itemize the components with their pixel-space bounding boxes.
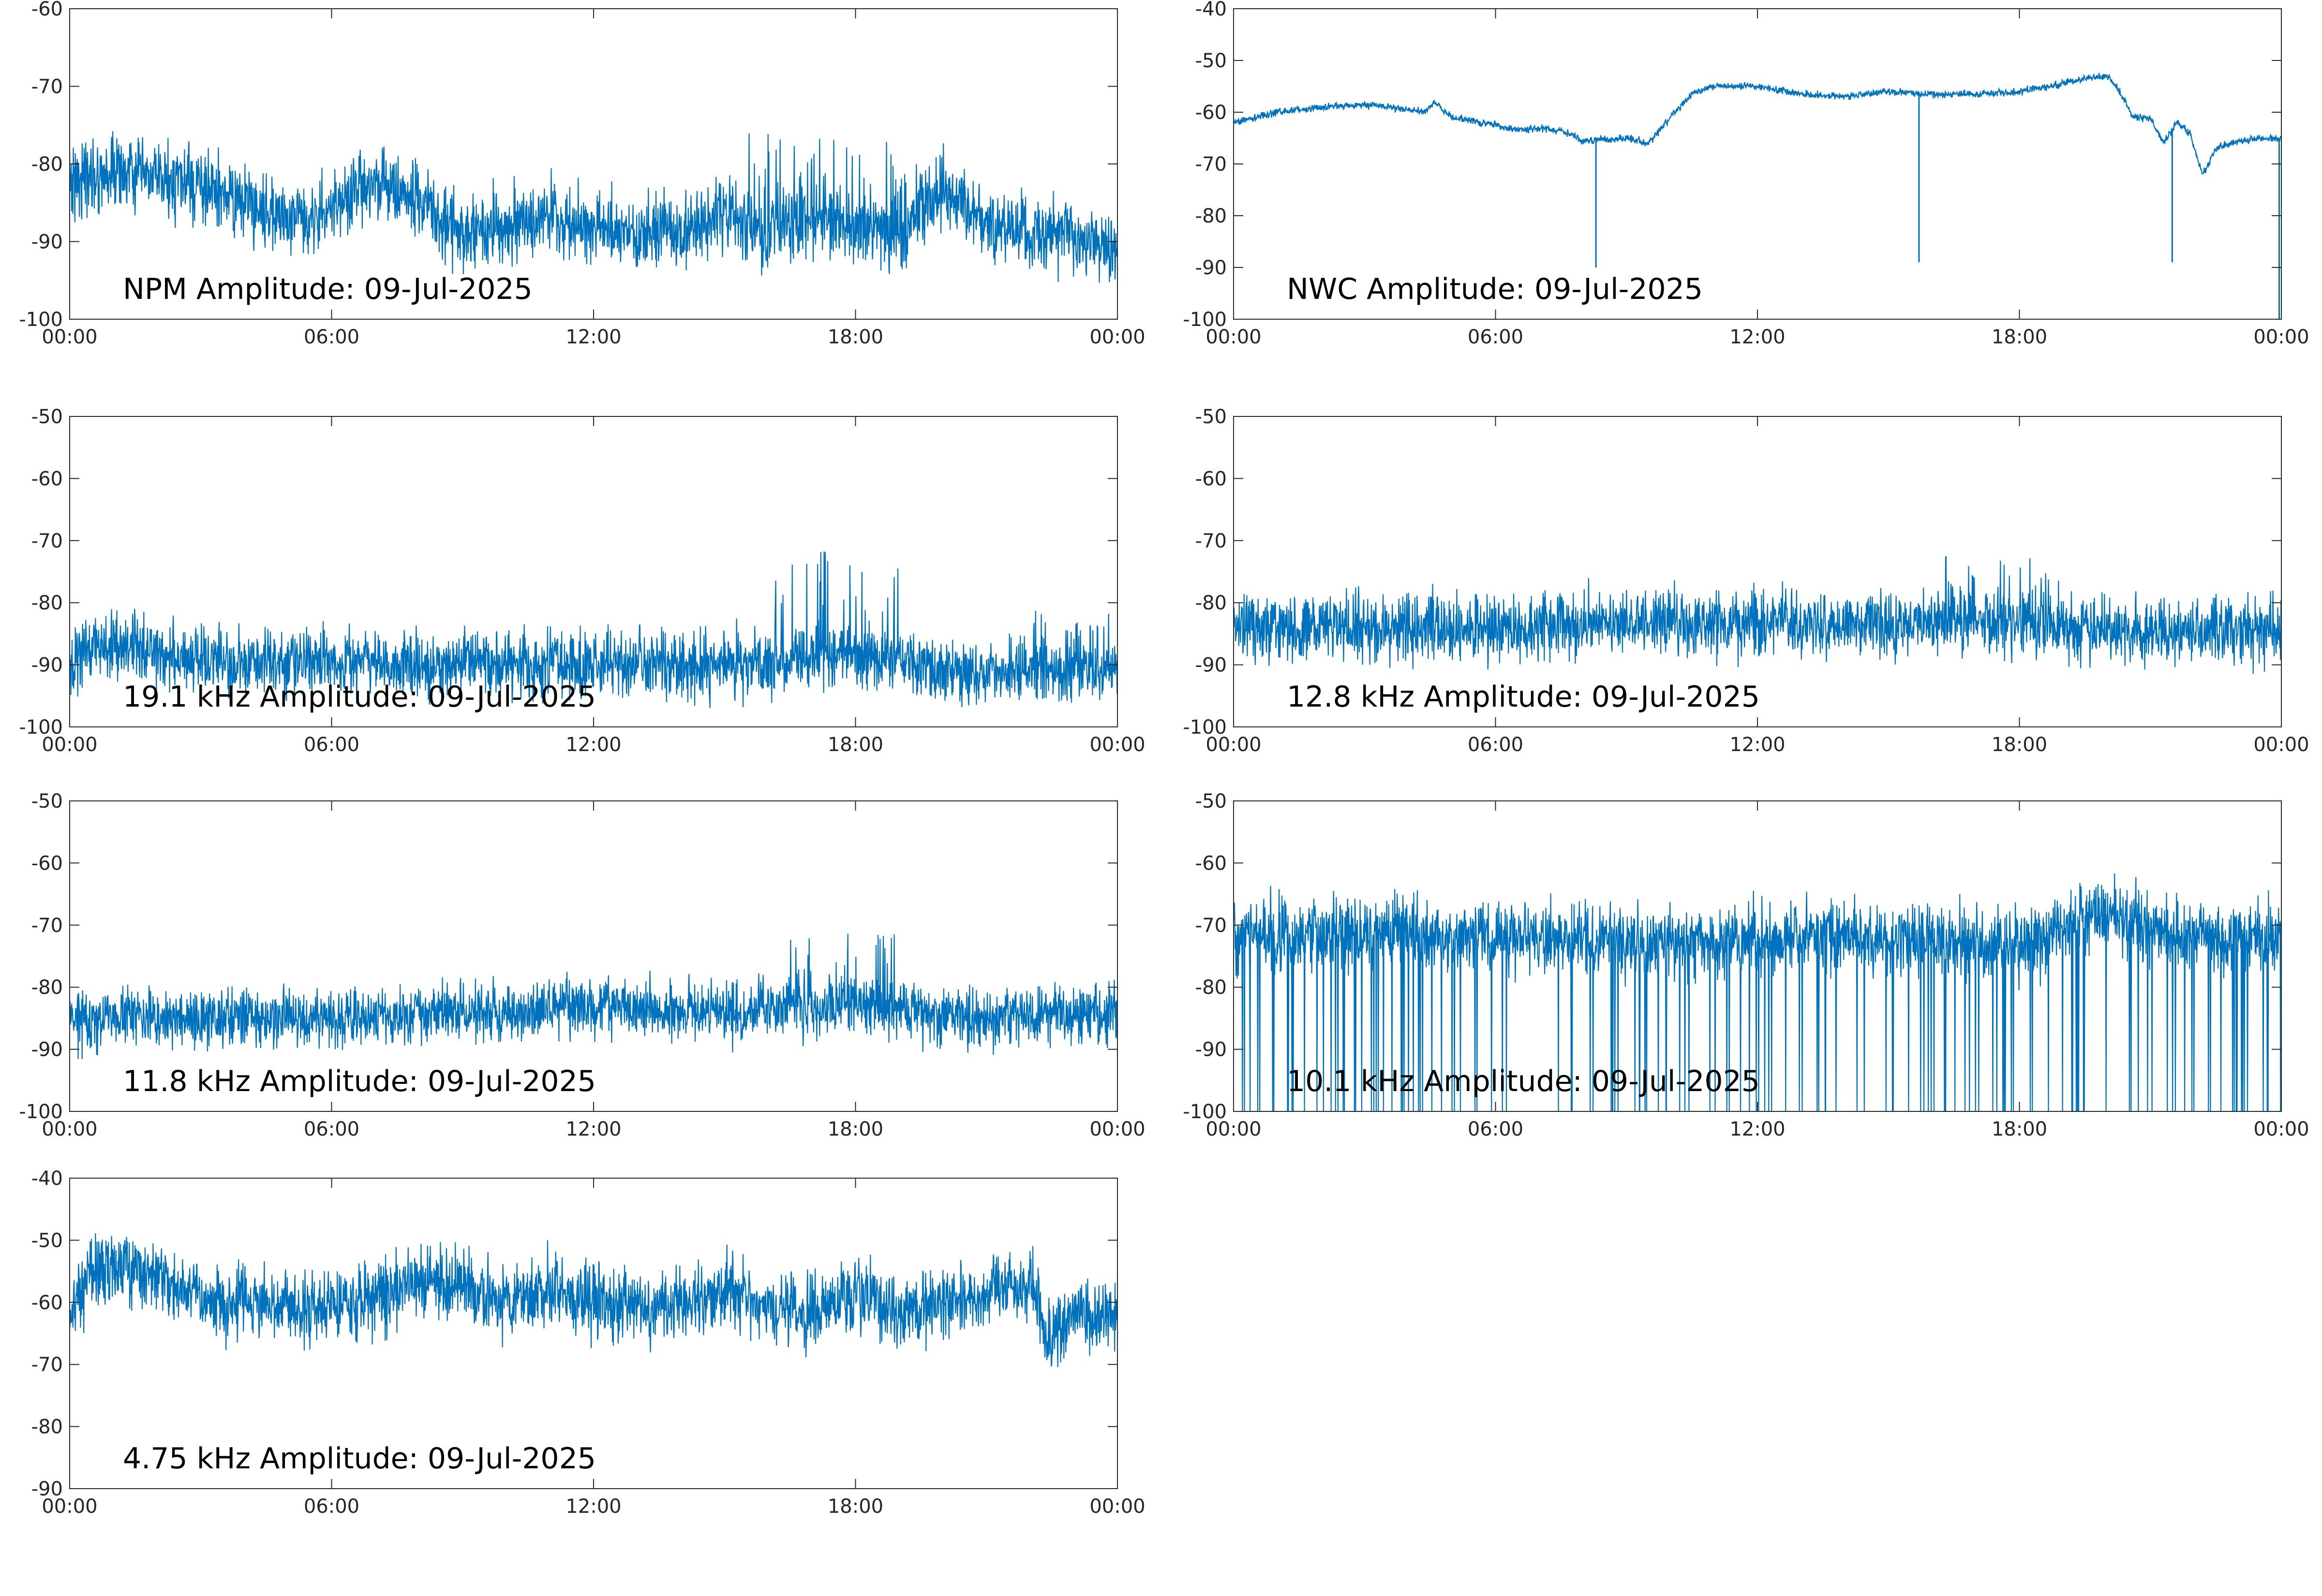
y-tick-label: -60 [31,1292,63,1314]
y-tick-label: -60 [1195,852,1227,874]
series-line [1234,73,2281,175]
x-tick-label: 12:00 [1729,734,1785,756]
y-tick-label: -90 [31,231,63,253]
x-tick-label: 06:00 [304,326,359,348]
y-tick-label: -100 [1183,1101,1227,1123]
x-tick-label: 00:00 [1089,1118,1145,1140]
y-tick-label: -50 [31,790,63,813]
series-line [1234,556,2281,674]
x-tick-label: 18:00 [828,734,883,756]
y-tick-label: -70 [31,1354,63,1376]
y-tick-label: -50 [1195,790,1227,813]
y-tick-label: -100 [1183,716,1227,739]
x-tick-label: 00:00 [1206,1118,1261,1140]
x-tick-label: 18:00 [1992,326,2047,348]
x-tick-label: 00:00 [42,1118,97,1140]
y-tick-label: -40 [1195,0,1227,20]
x-tick-label: 06:00 [304,1495,359,1518]
chart-panel-7: 00:00 06:00 12:00 18:00 00:00-90-80-70-60-50… [31,1167,1146,1518]
series-line [70,131,1117,283]
x-tick-label: 18:00 [1992,734,2047,756]
x-tick-label: 00:00 [1089,1495,1145,1518]
x-tick-label: 12:00 [566,1118,621,1140]
panel-annotation: 19.1 kHz Amplitude: 09-Jul-2025 [123,680,596,714]
series-line [1234,873,2281,1111]
y-tick-label: -60 [1195,468,1227,490]
x-tick-label: 12:00 [566,326,621,348]
y-tick-label: -100 [19,1101,63,1123]
y-tick-label: -90 [1195,257,1227,279]
y-tick-label: -70 [31,530,63,552]
y-tick-label: -80 [31,592,63,614]
x-tick-label: 18:00 [828,1495,883,1518]
x-tick-label: 00:00 [2253,1118,2309,1140]
panel-annotation: NPM Amplitude: 09-Jul-2025 [123,272,533,306]
x-tick-label: 00:00 [2253,326,2309,348]
x-tick-label: 00:00 [1089,326,1145,348]
y-tick-label: -70 [31,915,63,937]
y-tick-label: -100 [19,309,63,331]
x-tick-label: 00:00 [2253,734,2309,756]
y-tick-label: -80 [31,153,63,176]
y-tick-label: -70 [1195,530,1227,552]
x-tick-label: 06:00 [1468,326,1523,348]
x-tick-label: 18:00 [828,1118,883,1140]
chart-panel-1: 00:00 06:00 12:00 18:00 00:00-100-90-80-70-6… [19,0,1145,348]
panel-annotation: 12.8 kHz Amplitude: 09-Jul-2025 [1287,680,1760,714]
series-line [70,933,1117,1059]
x-tick-label: 06:00 [304,1118,359,1140]
chart-panel-2: 00:00 06:00 12:00 18:00 00:00-100-90-80-70-6… [1183,0,2309,348]
panel-annotation: 11.8 kHz Amplitude: 09-Jul-2025 [123,1064,596,1098]
x-tick-label: 00:00 [1206,734,1261,756]
y-tick-label: -80 [1195,976,1227,999]
y-tick-label: -60 [31,0,63,20]
y-tick-label: -100 [1183,309,1227,331]
y-tick-label: -60 [1195,102,1227,124]
y-tick-label: -90 [1195,1039,1227,1061]
x-tick-label: 06:00 [1468,1118,1523,1140]
y-tick-label: -60 [31,468,63,490]
chart-panel-4: 00:00 06:00 12:00 18:00 00:00-100-90-80-70-6… [1183,406,2309,756]
series-line [70,551,1117,709]
y-tick-label: -70 [31,76,63,98]
y-tick-label: -50 [31,406,63,428]
x-tick-label: 00:00 [42,326,97,348]
y-tick-label: -90 [31,654,63,677]
y-tick-label: -80 [31,976,63,999]
chart-panel-3: 00:00 06:00 12:00 18:00 00:00-100-90-80-70-6… [19,406,1145,756]
y-tick-label: -50 [31,1229,63,1252]
y-tick-label: -90 [1195,654,1227,677]
x-tick-label: 06:00 [1468,734,1523,756]
y-tick-label: -80 [1195,592,1227,614]
series-line [70,1233,1117,1367]
panel-annotation: 4.75 kHz Amplitude: 09-Jul-2025 [123,1442,596,1476]
y-tick-label: -80 [31,1416,63,1438]
x-tick-label: 00:00 [42,734,97,756]
x-tick-label: 00:00 [42,1495,97,1518]
y-tick-label: -90 [31,1478,63,1500]
x-tick-label: 18:00 [1992,1118,2047,1140]
x-tick-label: 12:00 [566,1495,621,1518]
y-tick-label: -70 [1195,153,1227,176]
x-tick-label: 12:00 [566,734,621,756]
x-tick-label: 00:00 [1089,734,1145,756]
y-tick-label: -80 [1195,205,1227,227]
y-tick-label: -40 [31,1167,63,1190]
y-tick-label: -50 [1195,50,1227,72]
chart-panel-5: 00:00 06:00 12:00 18:00 00:00-100-90-80-70-6… [19,790,1145,1140]
x-tick-label: 18:00 [828,326,883,348]
y-tick-label: -60 [31,852,63,874]
x-tick-label: 12:00 [1729,1118,1785,1140]
y-tick-label: -50 [1195,406,1227,428]
x-tick-label: 06:00 [304,734,359,756]
chart-panel-6: 00:00 06:00 12:00 18:00 00:00-100-90-80-70-6… [1183,790,2309,1140]
x-tick-label: 12:00 [1729,326,1785,348]
panel-annotation: 10.1 kHz Amplitude: 09-Jul-2025 [1287,1064,1760,1098]
x-tick-label: 00:00 [1206,326,1261,348]
y-tick-label: -90 [31,1039,63,1061]
panel-annotation: NWC Amplitude: 09-Jul-2025 [1287,272,1703,306]
y-tick-label: -70 [1195,915,1227,937]
y-tick-label: -100 [19,716,63,739]
